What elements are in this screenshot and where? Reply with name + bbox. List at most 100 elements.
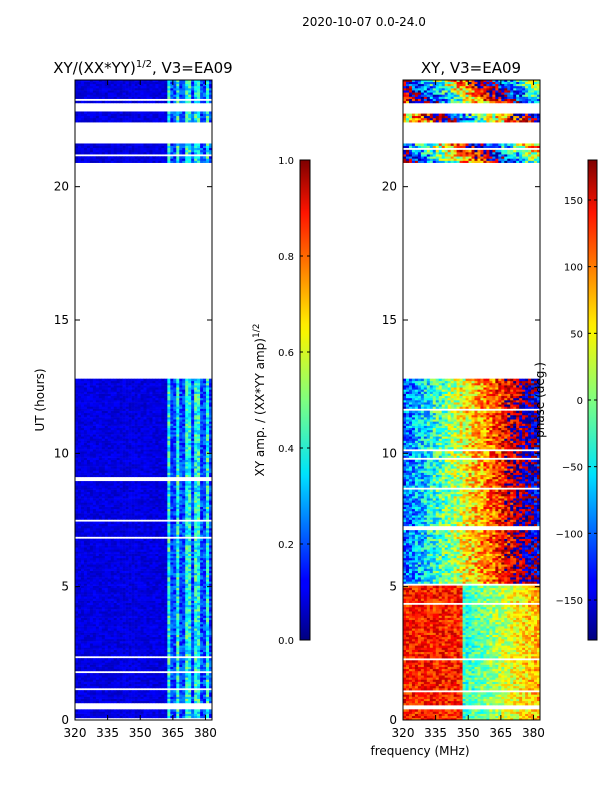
heatmap-cell [206, 525, 210, 529]
heatmap-cell [203, 551, 207, 554]
heatmap-cell [206, 474, 210, 478]
heatmap-cell [140, 538, 144, 542]
heatmap-cell [155, 564, 159, 567]
heatmap-cell [146, 677, 150, 680]
heatmap-cell [185, 643, 189, 646]
heatmap-cell [200, 517, 204, 520]
heatmap-cell [149, 547, 153, 550]
heatmap-cell [170, 634, 174, 638]
heatmap-cell [140, 500, 144, 503]
heatmap-cell [179, 528, 183, 531]
heatmap-cell [197, 636, 201, 640]
heatmap-cell [101, 668, 106, 672]
heatmap-cell [107, 651, 112, 655]
heatmap-cell [98, 491, 103, 495]
heatmap-cell [206, 615, 210, 618]
heatmap-cell [131, 470, 135, 473]
heatmap-cell [119, 498, 123, 501]
heatmap-cell [194, 651, 198, 655]
heatmap-cell [101, 647, 106, 650]
heatmap-cell [137, 664, 141, 667]
heatmap-cell [131, 662, 135, 665]
heatmap-cell [167, 609, 171, 612]
heatmap-cell [107, 572, 112, 576]
heatmap-cell [104, 504, 109, 507]
heatmap-cell [92, 675, 97, 678]
heatmap-cell [77, 513, 82, 516]
heatmap-cell [95, 474, 100, 478]
heatmap-cell [75, 532, 79, 535]
heatmap-cell [110, 568, 115, 571]
heatmap-cell [146, 638, 150, 642]
heatmap-cell [194, 538, 198, 542]
heatmap-cell [170, 534, 174, 537]
heatmap-cell [161, 502, 165, 505]
heatmap-cell [75, 553, 79, 557]
amplitude-heatmap [75, 80, 212, 719]
heatmap-cell [161, 474, 165, 478]
heatmap-cell [143, 677, 147, 680]
heatmap-cell [203, 673, 207, 676]
heatmap-cell [149, 560, 153, 563]
heatmap-cell [191, 611, 195, 614]
heatmap-cell [116, 600, 120, 603]
heatmap-cell [101, 690, 106, 693]
heatmap-cell [203, 630, 207, 633]
heatmap-cell [134, 713, 138, 717]
heatmap-cell [110, 496, 115, 499]
heatmap-cell [89, 468, 94, 471]
heatmap-cell [200, 466, 204, 469]
heatmap-cell [179, 491, 183, 495]
heatmap-cell [203, 634, 207, 638]
heatmap-cell [122, 638, 126, 642]
heatmap-cell [179, 617, 183, 621]
heatmap-cell [89, 585, 94, 589]
heatmap-cell [191, 530, 195, 533]
heatmap-cell [110, 617, 115, 621]
heatmap-cell [134, 600, 138, 603]
heatmap-cell [173, 540, 177, 544]
heatmap-cell [83, 545, 88, 548]
heatmap-cell [146, 624, 150, 627]
heatmap-cell [143, 660, 147, 663]
heatmap-cell [191, 609, 195, 612]
heatmap-cell [89, 587, 94, 591]
heatmap-cell [75, 528, 79, 531]
heatmap-cell [113, 587, 117, 591]
heatmap-cell [83, 498, 88, 501]
heatmap-cell [170, 626, 174, 629]
heatmap-cell [197, 587, 201, 591]
heatmap-cell [173, 555, 177, 559]
heatmap-cell [89, 634, 94, 638]
heatmap-cell [80, 570, 85, 574]
heatmap-cell [131, 500, 135, 503]
heatmap-cell [83, 493, 88, 497]
heatmap-cell [137, 525, 141, 529]
heatmap-cell [146, 517, 150, 520]
heatmap-cell [110, 577, 115, 580]
heatmap-cell [152, 683, 156, 687]
heatmap-cell [170, 515, 174, 518]
heatmap-cell [116, 551, 120, 554]
heatmap-cell [89, 609, 94, 612]
heatmap-cell [122, 658, 126, 661]
heatmap-cell [104, 615, 109, 618]
heatmap-cell [197, 602, 201, 606]
heatmap-cell [203, 517, 207, 520]
heatmap-cell [209, 660, 212, 663]
heatmap-cell [92, 521, 97, 525]
heatmap-cell [188, 634, 192, 638]
heatmap-cell [128, 560, 132, 563]
heatmap-cell [134, 466, 138, 469]
heatmap-cell [179, 647, 183, 650]
heatmap-cell [128, 685, 132, 689]
heatmap-cell [173, 651, 177, 655]
heatmap-cell [176, 564, 180, 567]
heatmap-cell [113, 483, 117, 486]
heatmap-cell [179, 566, 183, 569]
heatmap-cell [92, 487, 97, 490]
heatmap-cell [128, 530, 132, 533]
heatmap-cell [128, 485, 132, 488]
heatmap-cell [209, 647, 212, 650]
heatmap-cell [92, 696, 97, 699]
